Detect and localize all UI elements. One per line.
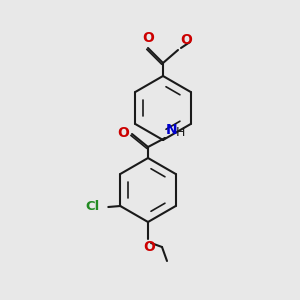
Text: O: O [142,31,154,45]
Text: H: H [176,126,185,139]
Text: O: O [143,240,155,254]
Text: O: O [180,33,192,47]
Text: Cl: Cl [85,200,99,214]
Text: N: N [166,123,178,137]
Text: O: O [117,126,129,140]
